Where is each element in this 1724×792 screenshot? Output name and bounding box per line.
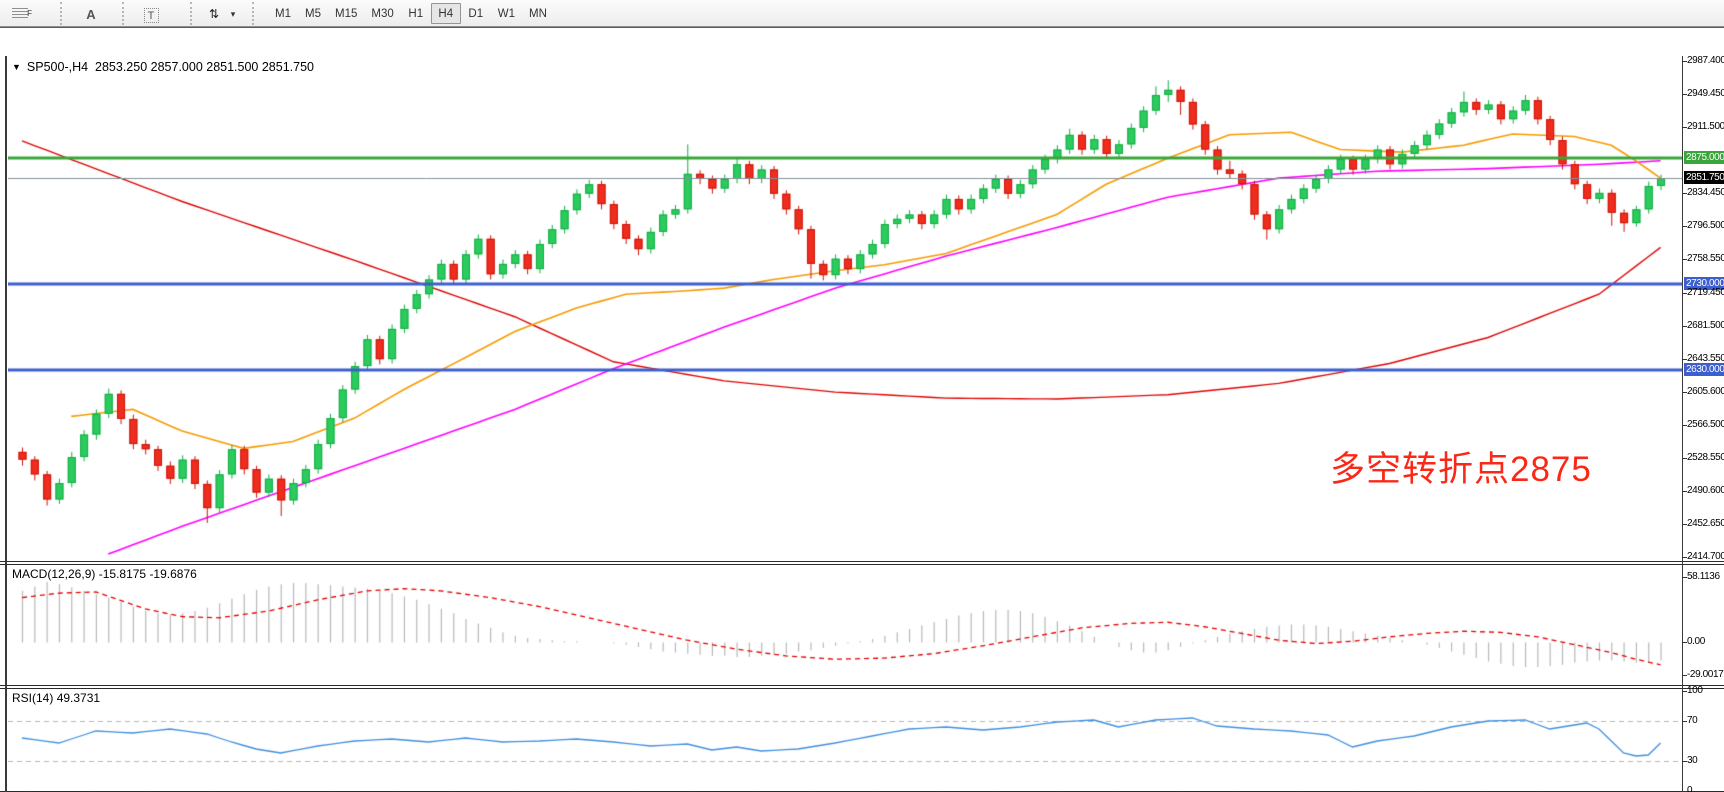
chart-symbol-label: SP500-,H4 [26,60,89,74]
timeframe-button-M30[interactable]: M30 [371,8,394,20]
price-axis-tick [1682,425,1687,427]
price-axis-tick [1682,556,1687,558]
collapse-arrow-icon[interactable]: ▼ [12,62,21,72]
price-axis-tick [1682,577,1687,579]
price-axis-label: 2796.500 [1687,220,1724,232]
fibonacci-lines-glyph [12,8,28,18]
chart-ohlc-values: 2853.250 2857.000 2851.500 2851.750 [95,60,314,74]
price-level-badge: 2630.000 [1684,363,1724,377]
price-axis-tick [1682,721,1687,722]
timeframe-button-M1[interactable]: M1 [275,8,291,20]
price-axis-label: 2528.550 [1687,452,1724,464]
price-axis-tick [1682,391,1687,393]
price-axis-label: 2643.550 [1687,352,1724,364]
toolbar-separator [60,2,65,25]
price-axis-tick [1682,524,1687,526]
price-axis-label: 2605.600 [1687,385,1724,397]
timeframe-button-M15[interactable]: M15 [335,8,358,20]
timeframe-button-W1[interactable]: W1 [497,8,515,20]
macd-name: MACD(12,26,9) [12,567,96,581]
macd-axis-label: -29.0017 [1687,668,1724,680]
price-axis-label: 2911.500 [1687,120,1724,132]
timeframe-button-M5[interactable]: M5 [305,8,321,20]
timeframe-button-H1[interactable]: H1 [408,8,424,20]
timeframe-button-H4[interactable]: H4 [430,3,461,24]
arrow-style-dropdown-caret-icon[interactable]: ▾ [230,9,236,19]
price-axis-tick [1682,60,1687,62]
macd-main-value: -15.8175 [98,567,147,581]
rsi-axis-label: 70 [1687,715,1698,726]
chart-window: ▼ SP500-,H4 2853.250 2857.000 2851.500 28… [0,27,1724,792]
panel-separator[interactable] [0,685,1724,686]
toolbar-separator [122,2,127,25]
price-level-badge: 2875.000 [1684,151,1724,165]
price-axis-label: 2490.600 [1687,485,1724,497]
price-axis-label: 2949.450 [1687,87,1724,99]
price-axis-label: 2834.450 [1687,187,1724,199]
price-axis-label: 2452.650 [1687,518,1724,530]
price-axis-border [1682,56,1683,791]
rsi-value: 49.3731 [56,691,101,705]
price-axis-tick [1682,226,1687,228]
price-level-badge: 2851.750 [1684,171,1724,185]
timeframe-button-group: M1 M5 M15 M30 H1 H4 D1 W1 MN [268,3,554,24]
panel-separator [0,688,1724,689]
text-label-tool-icon[interactable]: A [86,7,96,22]
price-axis-tick [1682,761,1687,762]
price-axis-label: 2566.500 [1687,419,1724,431]
price-axis-tick [1682,193,1687,195]
timeframe-button-D1[interactable]: D1 [468,8,484,20]
macd-axis-label: 0.00 [1687,636,1705,648]
chart-annotation-text: 多空转折点2875 [1330,450,1592,489]
chart-title: ▼ SP500-,H4 2853.250 2857.000 2851.500 28… [12,60,314,74]
rsi-indicator-canvas[interactable] [8,688,1682,791]
price-axis-label: 2681.500 [1687,319,1724,331]
timeframe-button-MN[interactable]: MN [529,8,547,20]
price-axis-tick [1682,691,1687,692]
price-axis-tick [1682,126,1687,128]
arrow-style-tool-icon[interactable]: ⇅ [208,7,220,21]
panel-separator[interactable] [0,561,1724,562]
rsi-name: RSI(14) [12,691,54,705]
toolbar: F A T ⇅ ▾ M1 M5 M15 M30 H1 H4 D1 W1 MN [0,0,1724,27]
chart-window-left-border [5,56,7,792]
toolbar-separator [190,2,195,25]
price-axis-tick [1682,292,1687,294]
fibonacci-tool-icon[interactable]: F [8,3,34,24]
fibonacci-f-glyph: F [27,9,32,18]
price-axis-label: 2719.450 [1687,286,1724,298]
price-axis-tick [1682,93,1687,95]
macd-axis-label: 58.1136 [1687,571,1720,583]
text-box-tool-icon[interactable]: T [138,3,164,24]
rsi-indicator-label: RSI(14) 49.3731 [12,691,100,705]
price-axis-tick [1682,491,1687,493]
text-box-glyph: T [143,8,159,23]
rsi-axis-label: 30 [1687,755,1698,766]
price-axis-tick [1682,674,1687,676]
timeframe-group-drag-handle[interactable] [252,2,257,25]
panel-separator [0,564,1724,565]
rsi-axis-label: 100 [1687,685,1703,696]
price-level-badge: 2730.000 [1684,276,1724,290]
macd-indicator-canvas[interactable] [8,564,1682,685]
price-axis-tick [1682,458,1687,460]
price-axis-label: 2987.400 [1687,54,1724,66]
price-axis-label: 2758.550 [1687,253,1724,265]
main-chart-canvas[interactable] [8,56,1682,561]
price-axis-tick [1682,358,1687,360]
macd-indicator-label: MACD(12,26,9) -15.8175 -19.6876 [12,567,197,581]
rsi-axis-label: 0 [1687,785,1693,792]
price-axis-tick [1682,325,1687,327]
price-axis-label: 2414.700 [1687,550,1724,562]
macd-signal-value: -19.6876 [149,567,197,581]
price-axis-tick [1682,642,1687,644]
price-axis-tick [1682,259,1687,261]
